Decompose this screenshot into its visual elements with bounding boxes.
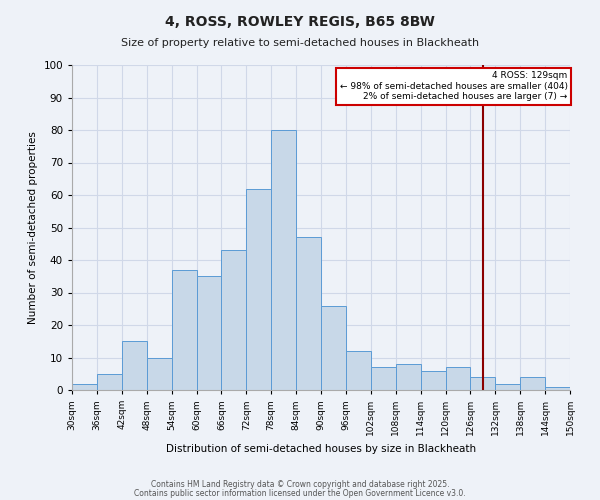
Bar [396, 364, 421, 390]
Bar [321, 306, 346, 390]
Bar [271, 130, 296, 390]
Bar [221, 250, 247, 390]
Bar [470, 377, 496, 390]
Bar [346, 351, 371, 390]
Bar [147, 358, 172, 390]
Y-axis label: Number of semi-detached properties: Number of semi-detached properties [28, 131, 38, 324]
Text: Contains HM Land Registry data © Crown copyright and database right 2025.: Contains HM Land Registry data © Crown c… [151, 480, 449, 489]
Bar [446, 367, 470, 390]
Bar [172, 270, 197, 390]
Text: 4 ROSS: 129sqm
← 98% of semi-detached houses are smaller (404)
2% of semi-detach: 4 ROSS: 129sqm ← 98% of semi-detached ho… [340, 72, 568, 102]
Bar [496, 384, 520, 390]
Bar [197, 276, 221, 390]
Bar [122, 341, 147, 390]
Text: Size of property relative to semi-detached houses in Blackheath: Size of property relative to semi-detach… [121, 38, 479, 48]
Bar [247, 188, 271, 390]
Bar [72, 384, 97, 390]
Bar [545, 387, 570, 390]
X-axis label: Distribution of semi-detached houses by size in Blackheath: Distribution of semi-detached houses by … [166, 444, 476, 454]
Bar [296, 238, 321, 390]
Text: Contains public sector information licensed under the Open Government Licence v3: Contains public sector information licen… [134, 488, 466, 498]
Bar [421, 370, 445, 390]
Bar [371, 367, 396, 390]
Bar [520, 377, 545, 390]
Bar [97, 374, 122, 390]
Text: 4, ROSS, ROWLEY REGIS, B65 8BW: 4, ROSS, ROWLEY REGIS, B65 8BW [165, 15, 435, 29]
